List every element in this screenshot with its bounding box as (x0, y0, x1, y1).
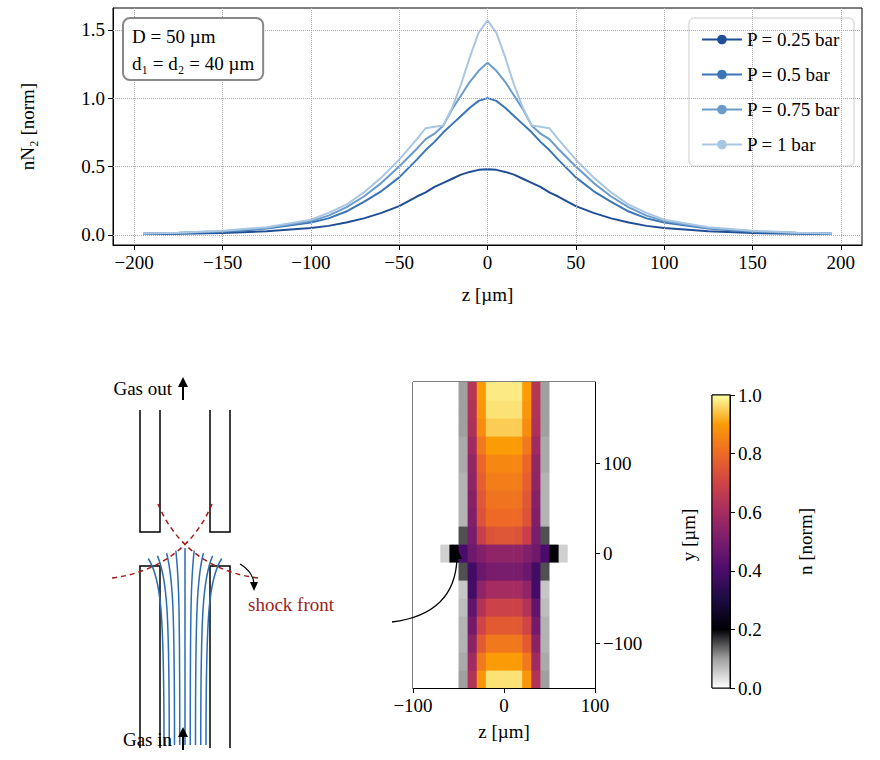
svg-text:Gas out: Gas out (113, 378, 172, 399)
svg-text:100: 100 (650, 252, 679, 273)
svg-text:−50: −50 (384, 252, 414, 273)
svg-text:−100: −100 (603, 633, 642, 654)
svg-text:Gas in: Gas in (123, 729, 173, 750)
svg-text:n [norm]: n [norm] (795, 508, 816, 575)
svg-text:−100: −100 (291, 252, 330, 273)
svg-text:0: 0 (603, 543, 613, 564)
svg-text:y [µm]: y [µm] (678, 509, 699, 562)
svg-text:100: 100 (581, 695, 610, 716)
svg-text:0.2: 0.2 (738, 619, 762, 640)
svg-text:200: 200 (827, 252, 856, 273)
svg-text:0: 0 (483, 252, 493, 273)
svg-text:1.0: 1.0 (81, 88, 105, 109)
svg-text:z [µm]: z [µm] (478, 721, 530, 742)
svg-text:0.0: 0.0 (81, 224, 105, 245)
svg-text:−200: −200 (115, 252, 154, 273)
svg-text:−150: −150 (203, 252, 242, 273)
svg-text:P = 0.5 bar: P = 0.5 bar (747, 64, 831, 85)
svg-text:0.4: 0.4 (738, 560, 762, 581)
svg-text:0.0: 0.0 (738, 678, 762, 699)
svg-text:−100: −100 (393, 695, 432, 716)
svg-text:150: 150 (738, 252, 767, 273)
svg-text:d₁ = d₂ = 40 µm: d₁ = d₂ = 40 µm (132, 53, 254, 74)
svg-text:0.6: 0.6 (738, 502, 762, 523)
svg-text:1.5: 1.5 (81, 19, 105, 40)
svg-text:P = 0.25 bar: P = 0.25 bar (747, 29, 840, 50)
svg-text:1.0: 1.0 (738, 385, 762, 406)
svg-text:P = 1 bar: P = 1 bar (747, 134, 816, 155)
svg-text:0.5: 0.5 (81, 156, 105, 177)
svg-text:100: 100 (603, 453, 632, 474)
svg-text:shock front: shock front (248, 594, 335, 615)
svg-text:50: 50 (566, 252, 585, 273)
svg-text:z [µm]: z [µm] (462, 284, 514, 305)
svg-text:P = 0.75 bar: P = 0.75 bar (747, 99, 840, 120)
svg-text:D = 50 µm: D = 50 µm (132, 26, 216, 47)
svg-text:0: 0 (499, 695, 509, 716)
svg-text:nN₂ [norm]: nN₂ [norm] (17, 83, 38, 170)
svg-text:0.8: 0.8 (738, 443, 762, 464)
